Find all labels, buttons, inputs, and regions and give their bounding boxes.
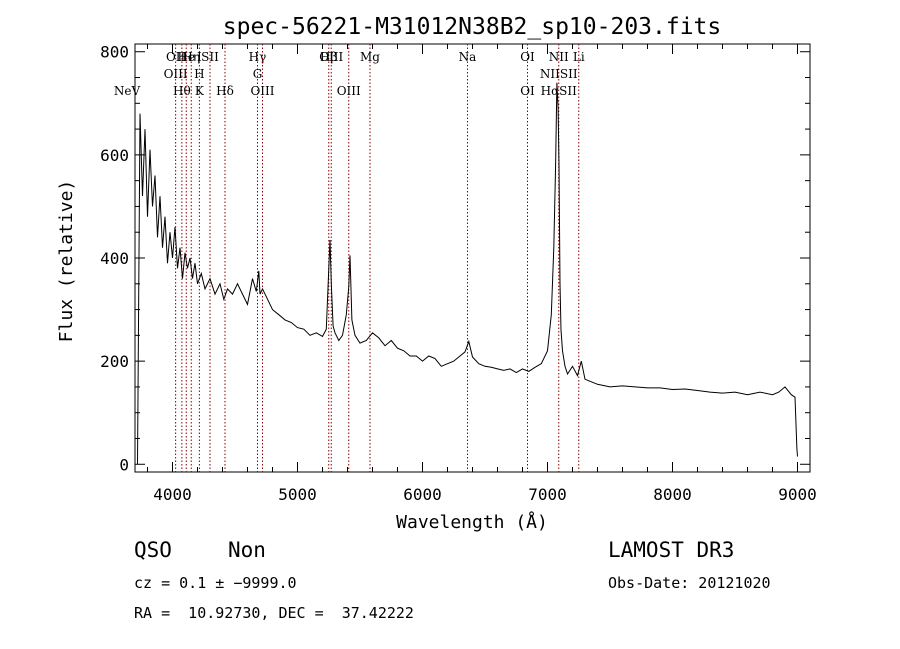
line-marker-label: NIISII <box>540 67 578 81</box>
line-marker-label: NeV <box>114 84 141 98</box>
line-marker-label: OI <box>520 84 535 98</box>
object-class: QSO <box>134 538 172 562</box>
line-marker-label: Hη <box>182 50 200 64</box>
y-tick-label: 400 <box>100 249 129 268</box>
y-tick-label: 200 <box>100 352 129 371</box>
x-tick-label: 5000 <box>278 485 317 504</box>
line-marker-label: Hγ <box>249 50 267 64</box>
survey-name: LAMOST DR3 <box>608 538 735 562</box>
line-marker-label: Mg <box>360 50 380 64</box>
x-tick-label: 4000 <box>153 485 192 504</box>
line-marker-label: OIII <box>164 67 188 81</box>
line-marker-label: NII <box>549 50 569 64</box>
line-marker-label: I <box>197 50 202 64</box>
line-marker-label: Na <box>459 50 477 64</box>
x-tick-label: 9000 <box>778 485 817 504</box>
x-tick-label: 8000 <box>653 485 692 504</box>
line-markers: NeVOIIOIIIHθHeHηIHKSIIHδHγGOIIIOIIIHβOII… <box>114 44 585 472</box>
y-tick-label: 800 <box>100 43 129 62</box>
line-marker-label: He <box>177 50 195 64</box>
redshift-line: cz = 0.1 ± −9999.0 <box>134 574 297 592</box>
object-subclass: Non <box>228 538 266 562</box>
x-tick-label: 7000 <box>528 485 567 504</box>
series-layer <box>137 82 798 465</box>
spectrum-line <box>137 82 798 465</box>
line-marker-label: H <box>194 67 204 81</box>
plot-frame <box>134 43 811 473</box>
line-marker-label: HαSII <box>541 84 578 98</box>
x-axis-label: Wavelength (Å) <box>396 511 548 533</box>
y-axis-label: Flux (relative) <box>56 180 77 343</box>
x-tick-label: 6000 <box>403 485 442 504</box>
axis-ticks: 4000 5000 6000 7000 8000 9000 0 200 400 600 800 <box>100 43 817 504</box>
line-marker-label: G <box>253 67 263 81</box>
line-marker-label: Hβ <box>320 50 337 64</box>
line-marker-label: Li <box>573 50 585 64</box>
line-marker-label: SII <box>201 50 219 64</box>
line-marker-label: K <box>195 84 205 98</box>
y-tick-label: 600 <box>100 146 129 165</box>
coordinates: RA = 10.92730, DEC = 37.42222 <box>134 604 414 622</box>
line-marker-label: OIII <box>337 84 361 98</box>
line-marker-label: OIII <box>319 50 343 64</box>
chart-title: spec-56221-M31012N38B2_sp10-203.fits <box>223 14 722 40</box>
line-marker-label: Hδ <box>216 84 234 98</box>
obs-date: Obs-Date: 20121020 <box>608 574 771 592</box>
y-tick-label: 0 <box>119 455 129 474</box>
line-marker-label: OII <box>166 50 186 64</box>
line-marker-label: Hθ <box>173 84 191 98</box>
line-marker-label: OIII <box>250 84 274 98</box>
line-marker-label: OI <box>520 50 535 64</box>
